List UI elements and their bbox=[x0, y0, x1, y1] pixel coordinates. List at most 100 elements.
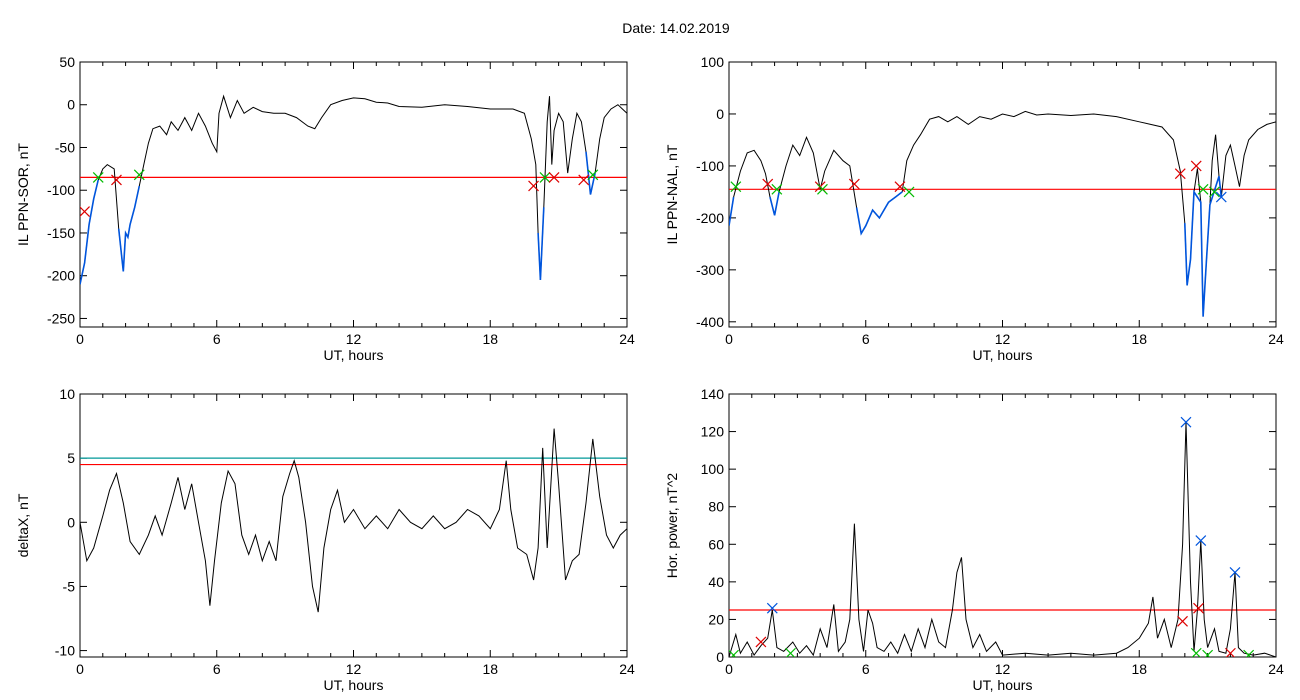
event-marker-start bbox=[1243, 649, 1255, 657]
event-marker-peak bbox=[1180, 416, 1192, 428]
y-tick-label: -50 bbox=[55, 139, 75, 155]
x-tick-label: 0 bbox=[725, 331, 733, 347]
event-marker-peak bbox=[1229, 567, 1241, 578]
x-tick-label: 12 bbox=[995, 661, 1011, 677]
x-axis-label: UT, hours bbox=[973, 677, 1033, 693]
chart-deltax: 0 6 12 18 24 10 5 0 -5 -10 UT, hours deltaX, nT bbox=[15, 386, 635, 693]
y-axis-label: deltaX, nT bbox=[15, 493, 31, 557]
y-tick-label: -300 bbox=[696, 262, 724, 278]
y-tick-label: -400 bbox=[696, 314, 724, 330]
event-marker-start bbox=[133, 169, 145, 181]
x-tick-label: 24 bbox=[1268, 661, 1284, 677]
highlight-segments bbox=[729, 176, 1223, 317]
y-axis-label: IL PPN-NAL, nT bbox=[664, 144, 680, 244]
event-marker-start bbox=[729, 649, 739, 657]
y-tick-label: -200 bbox=[696, 210, 724, 226]
event-marker-end bbox=[848, 178, 860, 190]
chart-sor: 0 6 12 18 24 50 0 -50 -100 -150 -200 -250 UT, hours I… bbox=[15, 54, 635, 363]
y-axis-label: Hor. power, nT^2 bbox=[664, 473, 680, 579]
y-tick-label: 50 bbox=[59, 54, 75, 70]
series-line bbox=[80, 428, 627, 613]
x-tick-label: 18 bbox=[1131, 331, 1147, 347]
event-marker-end bbox=[528, 180, 539, 192]
y-tick-label: -100 bbox=[47, 182, 75, 198]
x-tick-label: 12 bbox=[995, 331, 1011, 347]
event-marker-end bbox=[111, 174, 122, 186]
plot-area-deltax bbox=[80, 428, 627, 613]
event-marker-end bbox=[1193, 602, 1204, 614]
y-tick-label: -250 bbox=[47, 310, 75, 326]
y-tick-label: 100 bbox=[701, 461, 725, 477]
x-tick-label: 0 bbox=[76, 661, 84, 677]
event-marker-start bbox=[539, 171, 551, 183]
event-marker-end bbox=[80, 206, 90, 218]
event-marker-start bbox=[771, 183, 783, 195]
plot-frame-sor bbox=[79, 61, 628, 328]
event-marker-end bbox=[755, 636, 767, 648]
event-marker-start bbox=[1209, 186, 1220, 198]
x-tick-label: 24 bbox=[619, 661, 635, 677]
series-line bbox=[80, 94, 627, 285]
event-marker-start bbox=[1197, 183, 1209, 195]
y-axis-label: IL PPN-SOR, nT bbox=[15, 143, 31, 246]
y-tick-label: -100 bbox=[696, 158, 724, 174]
y-tick-label: 40 bbox=[708, 574, 724, 590]
x-tick-label: 0 bbox=[76, 331, 84, 347]
y-tick-label: 10 bbox=[59, 386, 75, 402]
y-tick-label: 0 bbox=[67, 97, 75, 113]
y-tick-label: -10 bbox=[55, 643, 75, 659]
plot-area-sor bbox=[80, 94, 627, 285]
event-marker-end bbox=[1224, 647, 1236, 657]
event-marker-end bbox=[762, 178, 774, 190]
event-marker-end bbox=[1177, 615, 1188, 627]
event-marker-end bbox=[1174, 168, 1186, 180]
x-tick-label: 12 bbox=[346, 331, 362, 347]
y-tick-label: 140 bbox=[701, 386, 725, 402]
highlight-segments bbox=[80, 151, 596, 285]
plot-frame-deltax bbox=[79, 393, 628, 658]
x-tick-label: 6 bbox=[862, 331, 870, 347]
event-marker-start bbox=[730, 181, 742, 193]
x-tick-label: 24 bbox=[619, 331, 635, 347]
x-tick-label: 24 bbox=[1268, 331, 1284, 347]
x-axis-label: UT, hours bbox=[324, 347, 384, 363]
y-tick-label: 5 bbox=[67, 450, 75, 466]
y-tick-label: 0 bbox=[67, 514, 75, 530]
plot-frame-power bbox=[728, 393, 1277, 658]
x-tick-label: 6 bbox=[862, 661, 870, 677]
x-axis-label: UT, hours bbox=[973, 347, 1033, 363]
event-marker-highlight bbox=[1215, 191, 1227, 203]
x-tick-label: 18 bbox=[482, 661, 498, 677]
x-tick-label: 18 bbox=[1131, 661, 1147, 677]
x-tick-label: 6 bbox=[213, 661, 221, 677]
y-tick-label: 20 bbox=[708, 611, 724, 627]
event-marker-start bbox=[903, 186, 915, 198]
event-marker-end bbox=[578, 174, 590, 186]
plot-area-power bbox=[729, 416, 1276, 657]
event-marker-end bbox=[1190, 160, 1202, 172]
event-marker-start bbox=[1202, 649, 1214, 657]
x-tick-label: 0 bbox=[725, 661, 733, 677]
y-tick-label: 80 bbox=[708, 499, 724, 515]
x-tick-label: 18 bbox=[482, 331, 498, 347]
series-line bbox=[729, 110, 1276, 317]
chart-power: 0 6 12 18 24 140 120 100 80 60 40 20 0 UT, hours Hor. … bbox=[664, 386, 1284, 693]
event-marker-start bbox=[92, 171, 104, 183]
y-tick-label: 100 bbox=[701, 54, 725, 70]
event-marker-peak bbox=[766, 602, 778, 614]
event-marker-start bbox=[1190, 647, 1202, 657]
y-tick-label: 0 bbox=[716, 649, 724, 665]
event-marker-end bbox=[548, 171, 560, 183]
x-axis-label: UT, hours bbox=[324, 677, 384, 693]
chart-nal: 0 6 12 18 24 100 0 -100 -200 -300 -400 UT, hours IL … bbox=[664, 54, 1284, 363]
plot-area-nal bbox=[729, 110, 1276, 317]
event-marker-start bbox=[817, 183, 828, 195]
event-marker-start bbox=[587, 169, 599, 181]
event-marker-start bbox=[785, 647, 796, 657]
y-tick-label: 60 bbox=[708, 536, 724, 552]
figure-title: Date: 14.02.2019 bbox=[622, 20, 730, 36]
event-marker-peak bbox=[1195, 535, 1207, 546]
y-tick-label: -5 bbox=[63, 578, 76, 594]
